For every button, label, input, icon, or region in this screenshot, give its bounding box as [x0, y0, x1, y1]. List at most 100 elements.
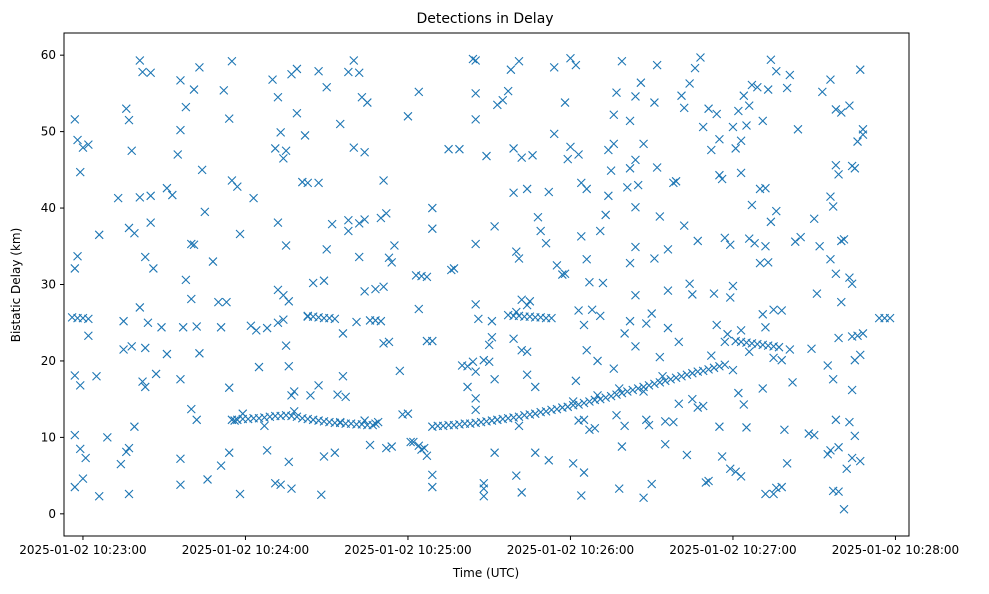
data-point	[94, 491, 104, 501]
y-tick-label: 30	[41, 278, 56, 292]
data-point	[804, 429, 814, 438]
data-point	[75, 167, 85, 177]
data-point	[788, 377, 797, 387]
data-point	[455, 144, 464, 154]
data-point	[641, 415, 651, 425]
data-point	[514, 421, 524, 431]
data-point	[468, 357, 478, 367]
data-point	[831, 160, 841, 170]
data-point	[314, 66, 323, 76]
data-point	[744, 347, 754, 357]
data-point	[360, 286, 370, 296]
data-point	[341, 392, 351, 402]
data-point	[306, 390, 315, 400]
data-point	[609, 110, 619, 120]
data-point	[601, 393, 611, 403]
data-point	[116, 459, 126, 469]
data-point	[124, 489, 134, 499]
data-point	[728, 122, 738, 132]
data-point	[582, 254, 592, 264]
data-point	[585, 397, 594, 406]
data-point	[777, 355, 787, 365]
data-point	[628, 385, 638, 395]
data-point	[855, 456, 865, 466]
data-point	[379, 176, 388, 185]
data-point	[574, 306, 583, 315]
data-point	[679, 221, 689, 231]
data-point	[855, 65, 865, 75]
data-point	[858, 329, 868, 338]
data-point	[189, 85, 199, 94]
data-point	[698, 401, 708, 411]
data-point	[698, 366, 708, 376]
data-point	[151, 369, 161, 379]
data-point	[834, 170, 843, 179]
data-point	[850, 163, 860, 173]
data-point	[728, 365, 738, 375]
data-point	[522, 300, 532, 310]
data-point	[176, 454, 185, 464]
x-tick-label: 2025-01-02 10:26:00	[507, 543, 634, 557]
data-point	[720, 337, 730, 347]
data-point	[492, 100, 502, 110]
scatter-points	[67, 53, 895, 514]
data-point	[693, 236, 703, 246]
data-point	[614, 484, 624, 493]
data-point	[289, 387, 299, 396]
data-point	[593, 390, 602, 400]
data-point	[842, 464, 852, 474]
data-point	[203, 475, 212, 484]
data-point	[92, 371, 101, 381]
x-tick-label: 2025-01-02 10:24:00	[182, 543, 309, 557]
data-point	[639, 139, 648, 149]
data-point	[552, 404, 562, 414]
data-point	[639, 493, 648, 503]
data-point	[826, 75, 835, 85]
data-point	[427, 482, 437, 492]
data-point	[547, 313, 556, 323]
data-point	[381, 443, 391, 453]
x-tick-label: 2025-01-02 10:27:00	[669, 543, 796, 557]
data-point	[484, 357, 494, 367]
data-point	[525, 296, 535, 306]
data-point	[614, 384, 624, 393]
data-point	[633, 384, 643, 393]
data-point	[514, 56, 524, 66]
data-point	[216, 461, 226, 471]
data-point	[395, 366, 405, 376]
data-point	[601, 210, 611, 220]
data-point	[687, 290, 697, 299]
data-point	[517, 345, 527, 355]
data-point	[679, 103, 689, 113]
data-point	[360, 147, 370, 157]
data-point	[606, 391, 616, 401]
data-point	[73, 251, 82, 261]
data-point	[620, 329, 630, 338]
data-point	[278, 315, 288, 325]
data-point	[536, 226, 546, 236]
data-point	[595, 394, 605, 404]
data-point	[709, 289, 719, 299]
data-point	[463, 361, 472, 371]
data-point	[517, 488, 527, 497]
data-point	[162, 349, 172, 359]
data-point	[758, 309, 768, 319]
data-point	[812, 289, 822, 299]
data-point	[94, 230, 104, 240]
data-point	[471, 114, 481, 124]
data-point	[715, 361, 724, 371]
data-point	[449, 264, 459, 273]
data-point	[403, 111, 413, 121]
data-point	[530, 448, 540, 458]
data-point	[725, 464, 735, 474]
data-point	[138, 67, 147, 77]
data-point	[571, 376, 581, 386]
data-point	[368, 420, 378, 430]
data-point	[140, 382, 150, 392]
data-point	[717, 452, 727, 461]
data-point	[761, 241, 770, 251]
data-point	[579, 415, 589, 425]
data-point	[503, 86, 513, 96]
